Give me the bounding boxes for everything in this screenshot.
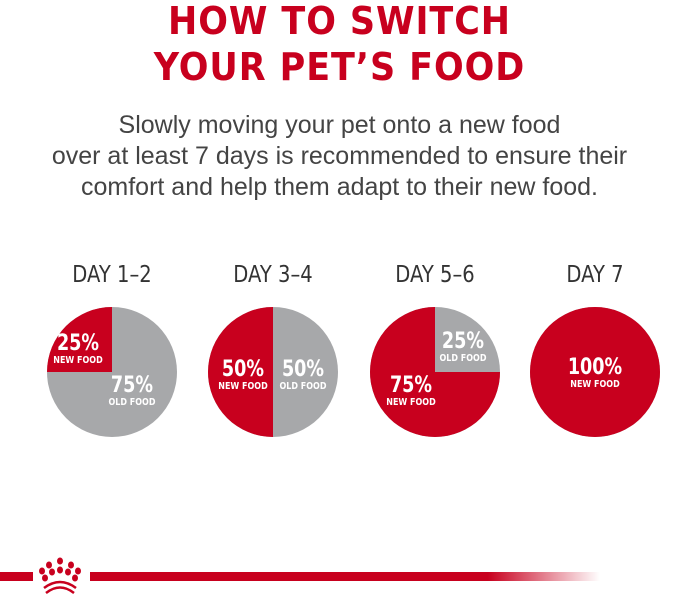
footer-bar-left — [0, 572, 33, 581]
old-food-label: OLD FOOD — [440, 353, 487, 364]
old-food-percent: 25% — [442, 328, 484, 353]
new-food-slice — [370, 307, 500, 437]
new-food-percent: 75% — [390, 372, 432, 397]
new-food-percent: 100% — [568, 354, 622, 379]
intro-line: Slowly moving your pet onto a new food — [118, 111, 561, 139]
new-food-slice — [208, 307, 273, 437]
day-label: DAY 1–2 — [72, 262, 152, 288]
title-line-2: YOUR PET’S FOOD — [153, 45, 526, 89]
intro-line: over at least 7 days is recommended to e… — [51, 142, 628, 170]
old-food-percent: 50% — [282, 356, 324, 381]
new-food-label: NEW FOOD — [386, 397, 436, 408]
new-food-slice — [47, 307, 112, 372]
day-label: DAY 5–6 — [395, 262, 475, 288]
old-food-percent: 75% — [111, 372, 153, 397]
page-title: HOW TO SWITCH YOUR PET’S FOOD — [27, 0, 652, 90]
new-food-label: NEW FOOD — [218, 381, 268, 392]
footer-bar-right — [90, 572, 600, 581]
new-food-label: NEW FOOD — [570, 379, 620, 390]
crown-logo-icon — [39, 557, 81, 594]
intro-line: comfort and help them adapt to their new… — [81, 173, 598, 201]
title-line-1: HOW TO SWITCH — [168, 0, 511, 43]
new-food-slice — [530, 307, 660, 437]
day-label: DAY 7 — [566, 262, 624, 288]
day-label: DAY 3–4 — [233, 262, 313, 288]
old-food-label: OLD FOOD — [109, 397, 156, 408]
intro-text: Slowly moving your pet onto a new food o… — [0, 110, 679, 203]
old-food-label: OLD FOOD — [280, 381, 327, 392]
new-food-label: NEW FOOD — [53, 355, 103, 366]
new-food-percent: 50% — [222, 356, 264, 381]
new-food-percent: 25% — [57, 330, 99, 355]
